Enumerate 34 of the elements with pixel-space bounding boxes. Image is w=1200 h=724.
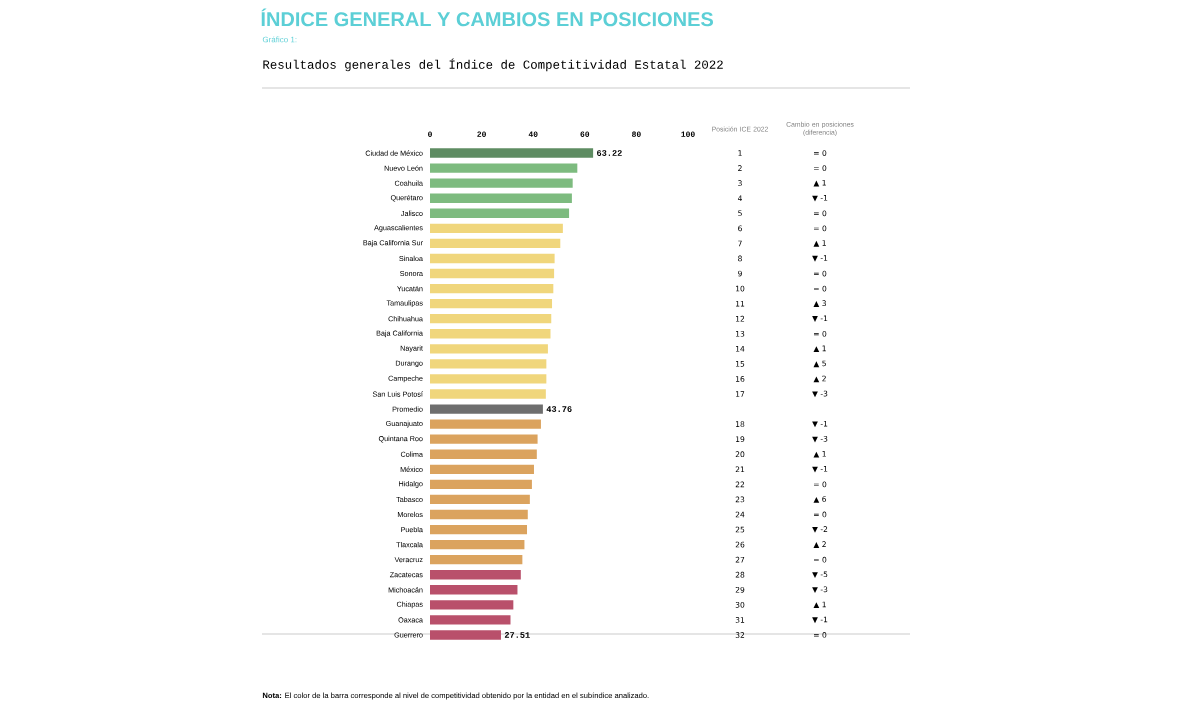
bar: [430, 268, 555, 279]
bar: [430, 539, 525, 550]
bar: [430, 314, 552, 324]
bar: [430, 555, 523, 565]
bar: [430, 329, 551, 339]
bar: [430, 585, 518, 595]
bar: [430, 283, 554, 294]
chart-title: ÍNDICE GENERAL Y CAMBIOS EN POSICIONES: [261, 8, 714, 27]
bar: [430, 449, 537, 459]
bar: [430, 238, 561, 249]
bar: [430, 524, 528, 535]
bar: [430, 223, 563, 234]
bar: [430, 419, 541, 429]
bar: [430, 509, 528, 520]
bar: [430, 464, 534, 474]
bar: [430, 374, 547, 384]
bar: [430, 298, 553, 309]
bar: [430, 600, 514, 610]
bar: [430, 494, 530, 505]
bar: [430, 148, 594, 158]
bar: [430, 434, 538, 444]
bar: [430, 615, 511, 625]
bar: [430, 163, 578, 173]
bar: [430, 389, 546, 399]
bar: [430, 208, 570, 218]
bar: [430, 193, 572, 203]
bar: [430, 630, 501, 640]
bar: [430, 359, 547, 369]
bar: [430, 570, 521, 580]
bar: [430, 479, 532, 490]
bar: [430, 253, 555, 264]
bar: [430, 344, 548, 354]
bar: [430, 178, 573, 188]
bar: [430, 404, 543, 414]
